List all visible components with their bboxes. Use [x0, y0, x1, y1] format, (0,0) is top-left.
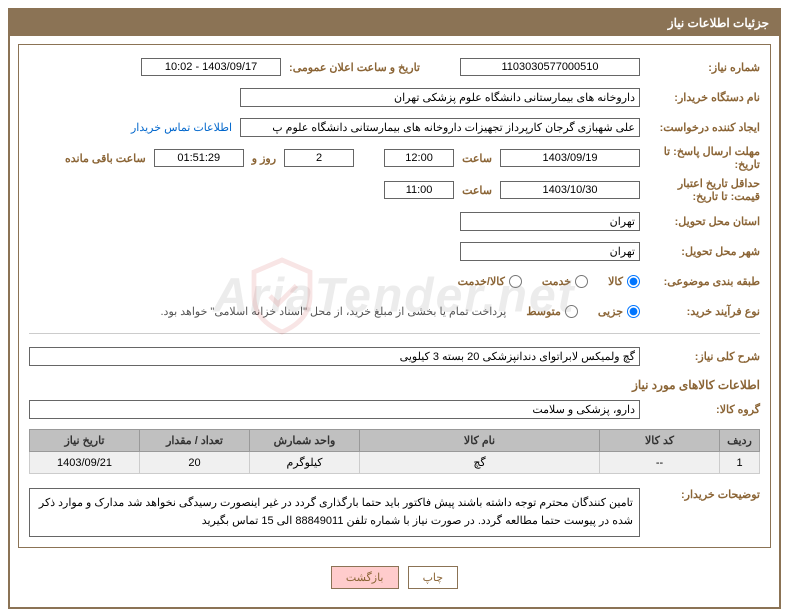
buttons-row: چاپ بازگشت — [18, 556, 771, 599]
field-time-left: 01:51:29 — [154, 149, 244, 167]
label-requester: ایجاد کننده درخواست: — [640, 121, 760, 134]
label-classification: طبقه بندی موضوعی: — [640, 275, 760, 288]
classification-radios: کالا خدمت کالا/خدمت — [458, 275, 640, 288]
section-goods-info: اطلاعات کالاهای مورد نیاز — [29, 378, 760, 392]
table-row: 1 -- گچ کیلوگرم 20 1403/09/21 — [30, 452, 760, 474]
th-name: نام کالا — [360, 430, 600, 452]
td-unit: کیلوگرم — [250, 452, 360, 474]
field-goods-group: دارو، پزشکی و سلامت — [29, 400, 640, 419]
row-buyer-org: نام دستگاه خریدار: داروخانه های بیمارستا… — [29, 85, 760, 109]
row-buyer-notes: توضیحات خریدار: تامین کنندگان محترم توجه… — [29, 482, 760, 537]
row-need-desc: شرح کلی نیاز: گچ ولمیکس لابراتوای دندانپ… — [29, 344, 760, 368]
td-qty: 20 — [140, 452, 250, 474]
td-code: -- — [600, 452, 720, 474]
main-panel: جزئیات اطلاعات نیاز AriaTender.net شماره… — [8, 8, 781, 609]
label-need-no: شماره نیاز: — [640, 61, 760, 74]
buyer-contact-link[interactable]: اطلاعات تماس خریدار — [131, 121, 232, 134]
content-area: AriaTender.net شماره نیاز: 1103030577000… — [10, 36, 779, 607]
field-validity-date: 1403/10/30 — [500, 181, 640, 199]
label-deadline: مهلت ارسال پاسخ: تا تاریخ: — [640, 145, 760, 171]
field-need-desc: گچ ولمیکس لابراتوای دندانپزشکی 20 بسته 3… — [29, 347, 640, 366]
row-classification: طبقه بندی موضوعی: کالا خدمت کالا/خدمت — [29, 269, 760, 293]
purchase-type-radios: جزیی متوسط — [526, 305, 640, 318]
label-announce-date: تاریخ و ساعت اعلان عمومی: — [289, 61, 420, 74]
label-goods-group: گروه کالا: — [640, 403, 760, 416]
label-days-and: روز و — [252, 152, 276, 165]
row-city: شهر محل تحویل: تهران — [29, 239, 760, 263]
panel-title: جزئیات اطلاعات نیاز — [10, 10, 779, 36]
row-purchase-type: نوع فرآیند خرید: جزیی متوسط پرداخت تمام … — [29, 299, 760, 323]
row-deadline: مهلت ارسال پاسخ: تا تاریخ: 1403/09/19 سا… — [29, 145, 760, 171]
label-purchase-type: نوع فرآیند خرید: — [640, 305, 760, 318]
form-box: AriaTender.net شماره نیاز: 1103030577000… — [18, 44, 771, 548]
th-qty: تعداد / مقدار — [140, 430, 250, 452]
label-buyer-org: نام دستگاه خریدار: — [640, 91, 760, 104]
td-date: 1403/09/21 — [30, 452, 140, 474]
row-goods-group: گروه کالا: دارو، پزشکی و سلامت — [29, 400, 760, 419]
row-province: استان محل تحویل: تهران — [29, 209, 760, 233]
field-announce-date: 1403/09/17 - 10:02 — [141, 58, 281, 76]
table-header-row: ردیف کد کالا نام کالا واحد شمارش تعداد /… — [30, 430, 760, 452]
label-time-1: ساعت — [462, 152, 492, 165]
radio-kala-input[interactable] — [627, 275, 640, 288]
field-deadline-time: 12:00 — [384, 149, 454, 167]
td-row: 1 — [720, 452, 760, 474]
radio-jozee-input[interactable] — [627, 305, 640, 318]
field-requester: علی شهبازی گرجان کارپرداز تجهیزات داروخا… — [240, 118, 640, 137]
label-buyer-notes: توضیحات خریدار: — [640, 482, 760, 501]
radio-jozee[interactable]: جزیی — [598, 305, 640, 318]
row-need-no: شماره نیاز: 1103030577000510 تاریخ و ساع… — [29, 55, 760, 79]
field-days-left: 2 — [284, 149, 354, 167]
field-buyer-org: داروخانه های بیمارستانی دانشگاه علوم پزش… — [240, 88, 640, 107]
label-remaining: ساعت باقی مانده — [65, 152, 146, 165]
row-validity: حداقل تاریخ اعتبار قیمت: تا تاریخ: 1403/… — [29, 177, 760, 203]
purchase-note: پرداخت تمام یا بخشی از مبلغ خرید، از محل… — [161, 305, 507, 318]
th-code: کد کالا — [600, 430, 720, 452]
radio-khedmat-input[interactable] — [575, 275, 588, 288]
th-date: تاریخ نیاز — [30, 430, 140, 452]
field-province: تهران — [460, 212, 640, 231]
label-time-2: ساعت — [462, 184, 492, 197]
label-need-desc: شرح کلی نیاز: — [640, 350, 760, 363]
radio-motavaset[interactable]: متوسط — [526, 305, 578, 318]
label-validity: حداقل تاریخ اعتبار قیمت: تا تاریخ: — [640, 177, 760, 203]
radio-khedmat[interactable]: خدمت — [542, 275, 588, 288]
field-validity-time: 11:00 — [384, 181, 454, 199]
label-city: شهر محل تحویل: — [640, 245, 760, 258]
radio-motavaset-input[interactable] — [565, 305, 578, 318]
field-need-no: 1103030577000510 — [460, 58, 640, 76]
label-province: استان محل تحویل: — [640, 215, 760, 228]
field-buyer-notes: تامین کنندگان محترم توجه داشته باشند پیش… — [29, 488, 640, 537]
radio-kala-khedmat-input[interactable] — [509, 275, 522, 288]
th-unit: واحد شمارش — [250, 430, 360, 452]
back-button[interactable]: بازگشت — [331, 566, 399, 589]
th-row: ردیف — [720, 430, 760, 452]
row-requester: ایجاد کننده درخواست: علی شهبازی گرجان کا… — [29, 115, 760, 139]
print-button[interactable]: چاپ — [408, 566, 459, 589]
radio-kala[interactable]: کالا — [608, 275, 640, 288]
radio-kala-khedmat[interactable]: کالا/خدمت — [458, 275, 522, 288]
td-name: گچ — [360, 452, 600, 474]
goods-table: ردیف کد کالا نام کالا واحد شمارش تعداد /… — [29, 429, 760, 474]
field-city: تهران — [460, 242, 640, 261]
field-deadline-date: 1403/09/19 — [500, 149, 640, 167]
